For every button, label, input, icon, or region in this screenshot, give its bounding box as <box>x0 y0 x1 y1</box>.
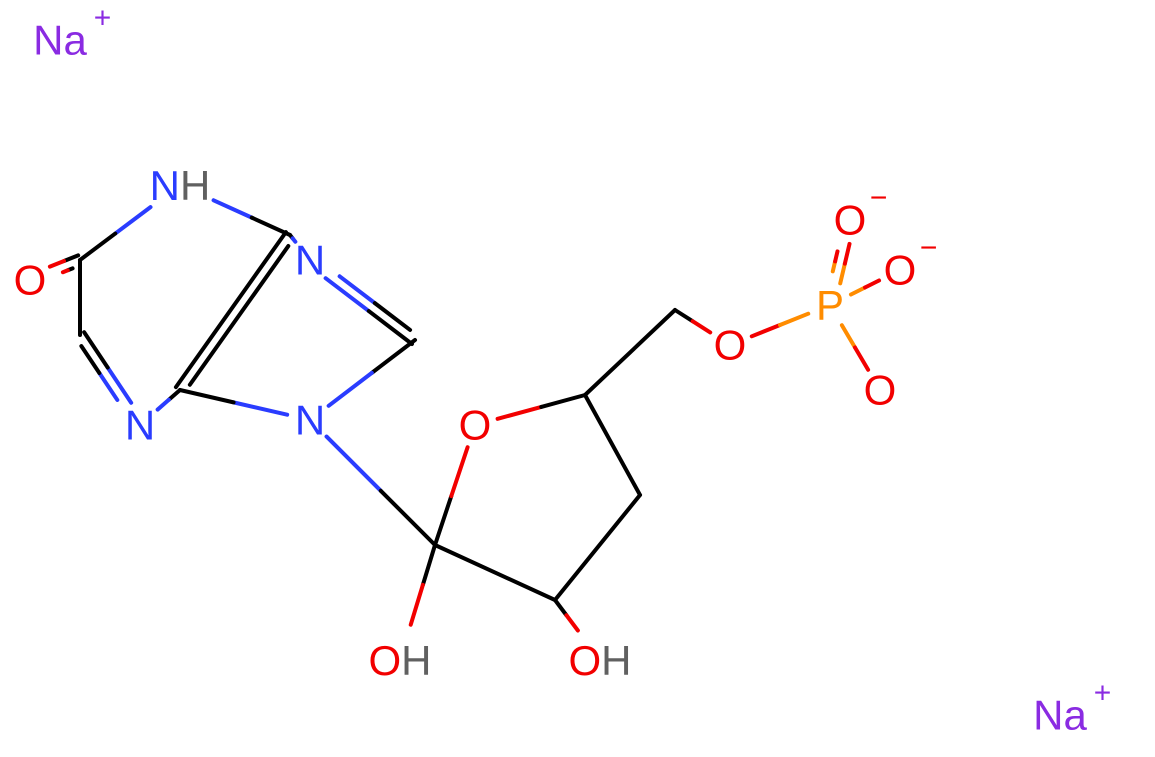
atom-label: O− <box>884 232 938 294</box>
svg-text:O: O <box>834 197 867 244</box>
svg-text:−: − <box>920 232 938 265</box>
atom-label: N <box>295 237 325 284</box>
atom-label: OH <box>568 637 631 684</box>
atom-label: O <box>459 402 492 449</box>
atom-label: NH <box>150 162 211 209</box>
svg-text:O: O <box>884 247 917 294</box>
atom-label: N <box>295 397 325 444</box>
svg-text:OH: OH <box>368 637 431 684</box>
svg-text:N: N <box>125 402 155 449</box>
svg-text:O: O <box>459 402 492 449</box>
atom-label: Na+ <box>1033 677 1111 739</box>
svg-text:O: O <box>14 257 47 304</box>
svg-text:O: O <box>714 322 747 369</box>
svg-text:O: O <box>864 367 897 414</box>
atom-label: OH <box>368 637 431 684</box>
atom-label: O− <box>834 182 888 244</box>
svg-text:−: − <box>870 182 888 215</box>
svg-text:+: + <box>1094 677 1112 710</box>
atom-label: N <box>125 402 155 449</box>
svg-text:P: P <box>816 282 844 329</box>
svg-text:N: N <box>295 237 325 284</box>
atom-label: O <box>714 322 747 369</box>
svg-text:+: + <box>94 2 112 35</box>
svg-text:NH: NH <box>150 162 211 209</box>
atom-label: O <box>864 367 897 414</box>
atom-label: Na+ <box>33 2 111 64</box>
svg-text:N: N <box>295 397 325 444</box>
svg-text:Na: Na <box>1033 692 1087 739</box>
atom-label: P <box>816 282 844 329</box>
atom-label: O <box>14 257 47 304</box>
svg-text:Na: Na <box>33 17 87 64</box>
chemical-structure: Na+Na+NHONNNOOHOHOPO−O−O <box>0 0 1155 757</box>
svg-text:OH: OH <box>568 637 631 684</box>
